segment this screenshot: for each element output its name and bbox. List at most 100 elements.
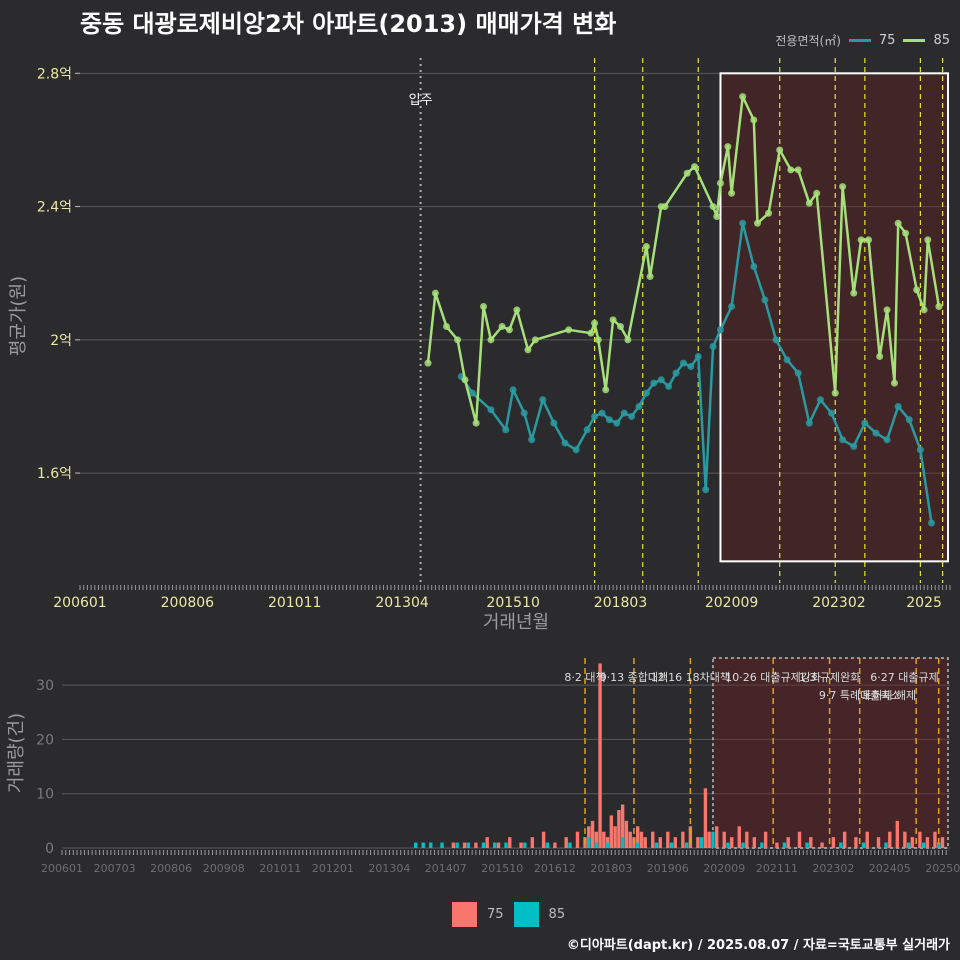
price-series-75-point [694,352,702,360]
price-series-85-point [709,203,717,211]
price-xtick-label: 201803 [594,595,647,611]
volume-bar-75 [541,831,546,848]
price-series-75-point [828,409,836,417]
volume-bar-75 [820,842,824,848]
volume-bar-85 [726,842,730,848]
legend-bottom-swatch-85 [513,902,539,927]
price-series-85-point [602,386,610,394]
price-series-75-point [839,436,847,444]
volume-xtick-label: 201612 [534,862,576,875]
volume-bar-75 [925,837,930,848]
volume-bar-75 [715,826,719,848]
volume-bar-75 [895,820,900,848]
price-xaxis-title: 거래년월 [483,612,549,633]
volume-event-label: 9·13 종합대책 [600,671,668,684]
price-series-75-point [583,426,591,434]
legend-bottom-label-75: 75 [487,907,504,922]
volume-bar-75 [666,831,670,848]
price-series-85-point [728,189,736,197]
volume-xtick-label: 200806 [150,862,192,875]
volume-bar-75 [643,837,647,848]
volume-bar-85 [429,842,433,848]
price-series-75-point [728,303,736,311]
price-series-85-point [813,189,821,197]
price-series-85-point [713,213,721,221]
volume-bar-75 [553,842,557,848]
volume-bar-75 [775,842,779,848]
volume-bar-85 [839,842,843,848]
price-ytick-label: 2억 [50,333,72,349]
volume-bar-75 [594,831,598,848]
volume-xtick-label: 200908 [203,862,245,875]
price-series-75-point [916,446,924,454]
volume-bar-75 [940,837,945,848]
price-series-85-point [642,243,650,251]
price-series-75-point [502,426,510,434]
volume-bar-75 [474,842,478,848]
volume-bar-75 [933,831,937,848]
price-series-75-point [509,386,517,394]
price-series-75-point [598,409,606,417]
price-series-85-point [776,146,784,154]
price-series-75-point [861,419,869,427]
volume-bar-85 [594,842,598,848]
price-series-75-point [709,342,717,350]
price-series-75-point [716,326,724,334]
price-series-85-point [624,336,632,344]
price-series-75-point [657,376,665,384]
price-series-75-point [613,419,621,427]
price-series-85-point [524,346,532,354]
price-series-85-point [839,183,847,191]
price-xtick-label: 201011 [268,595,321,611]
legend-swatch-85 [903,39,926,42]
price-series-75-point [605,416,613,424]
volume-event-label: 토허제 해제 [862,688,916,702]
volume-bar-85 [805,842,809,848]
volume-xtick-label: 202302 [812,862,854,875]
price-series-75-point [750,263,758,271]
volume-bar-75 [865,831,869,848]
volume-bar-75 [918,831,922,848]
price-series-85-point [461,376,469,384]
volume-ytick-label: 30 [36,678,54,694]
volume-bar-75 [590,820,595,848]
price-series-85-point [591,319,599,327]
price-series-75-point [650,379,658,387]
price-series-85-point [924,236,932,244]
volume-bar-85 [587,837,591,848]
volume-xtick-label: 201304 [368,862,410,875]
price-series-85-point [913,286,921,294]
volume-ytick-label: 10 [36,787,54,803]
volume-bar-85 [782,842,787,848]
price-series-85-point [750,116,758,124]
price-series-85-point [865,236,873,244]
price-series-85-point [431,289,439,297]
price-series-75-point [872,429,880,437]
volume-xtick-label: 200703 [94,862,136,875]
price-series-85-point [765,209,773,217]
price-series-85-point [890,379,898,387]
volume-xtick-label: 201201 [312,862,354,875]
volume-bar-75 [587,826,591,848]
volume-event-label: 12·16 18차대책 [651,671,730,684]
price-series-75-point [672,369,680,377]
price-ytick-label: 2.8억 [37,66,72,82]
volume-bar-75 [910,837,915,848]
price-series-75-point [772,336,780,344]
volume-bar-75 [598,663,602,848]
price-series-75-point [528,436,536,444]
volume-yaxis-title: 거래량(건) [6,713,27,793]
price-series-85-point [724,143,732,151]
volume-bar-75 [620,804,625,848]
price-series-75-point [883,436,891,444]
volume-bar-85 [455,842,459,848]
volume-xtick-label: 202111 [756,862,798,875]
volume-bar-85 [937,842,941,848]
volume-bar-75 [809,837,813,848]
price-series-75-point [550,419,558,427]
volume-xtick-label: 202009 [703,862,745,875]
volume-ytick-label: 20 [36,732,54,748]
price-series-85-point [480,303,488,311]
volume-bar-75 [673,837,678,848]
